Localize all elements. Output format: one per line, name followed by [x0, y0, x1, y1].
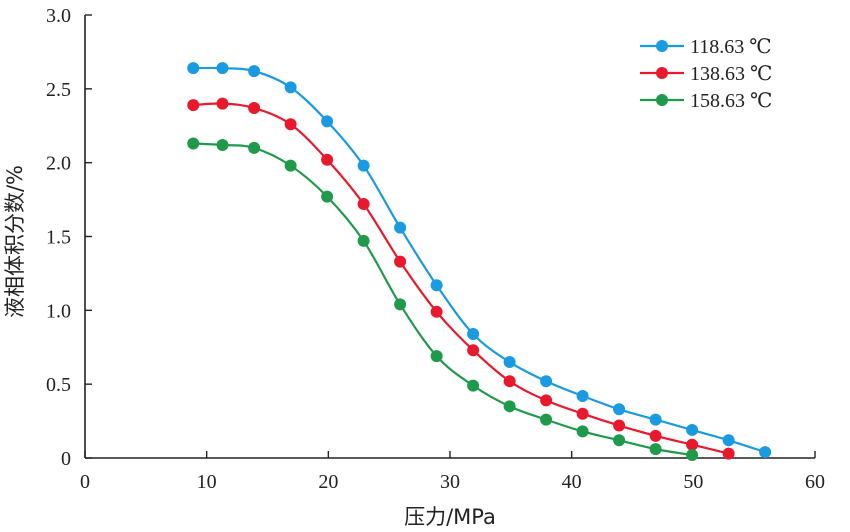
series-2-point	[187, 99, 200, 112]
series-3-point	[467, 379, 480, 392]
series-2	[187, 97, 735, 460]
series-3-point	[540, 413, 553, 426]
series-1-point	[357, 159, 370, 172]
series-2-point	[357, 198, 370, 211]
series-1	[187, 62, 772, 459]
series-1-point	[321, 115, 334, 128]
legend-label-1: 118.63 ℃	[690, 36, 772, 58]
series-1-point	[430, 279, 443, 292]
series-2-point	[576, 407, 589, 420]
legend-marker-2	[656, 67, 668, 79]
series-2-point	[284, 118, 297, 131]
series-1-point	[467, 327, 480, 340]
series-3-point	[430, 350, 443, 363]
series-1-point	[187, 62, 200, 75]
series-3-point	[613, 434, 626, 447]
x-tick-label: 0	[80, 471, 90, 493]
y-tick-label: 2.0	[46, 153, 71, 175]
series-1-point	[503, 356, 516, 369]
series-3-point	[248, 141, 261, 154]
series-2-point	[722, 447, 735, 460]
series-2-line	[193, 102, 729, 455]
series-1-point	[759, 446, 772, 459]
x-tick-label: 30	[440, 471, 460, 493]
series-2-point	[686, 438, 699, 451]
series-2-point	[613, 419, 626, 432]
series-3-point	[216, 138, 229, 151]
series-2-point	[394, 255, 407, 268]
x-tick-label: 20	[318, 471, 338, 493]
series-3-point	[284, 159, 297, 172]
legend-marker-3	[656, 94, 668, 106]
y-ticks: 0 0.5 1.0 1.5 2.0 2.5 3.0	[46, 5, 92, 470]
series-2-point	[321, 153, 334, 166]
series-1-point	[649, 413, 662, 426]
x-tick-label: 10	[197, 471, 217, 493]
x-axis-title: 压力/MPa	[404, 505, 496, 529]
y-tick-label: 2.5	[46, 79, 71, 101]
series-2-point	[430, 305, 443, 318]
series-1-point	[216, 62, 229, 75]
series-2-point	[248, 102, 261, 115]
legend: 118.63 ℃ 138.63 ℃ 158.63 ℃	[640, 36, 772, 112]
legend-label-3: 158.63 ℃	[690, 90, 772, 112]
x-ticks: 0 10 20 30 40 50 60	[80, 451, 825, 493]
series-2-point	[649, 429, 662, 442]
series-3-point	[394, 298, 407, 311]
y-tick-label: 0	[61, 448, 71, 470]
series-3-point	[321, 190, 334, 203]
series-layer	[187, 62, 772, 462]
y-axis-title: 液相体积分数/%	[3, 165, 27, 318]
series-3-point	[503, 400, 516, 413]
series-1-point	[613, 403, 626, 416]
series-2-point	[467, 344, 480, 357]
series-1-point	[722, 434, 735, 447]
y-tick-label: 0.5	[46, 374, 71, 396]
x-tick-label: 60	[805, 471, 825, 493]
series-3-point	[357, 234, 370, 247]
series-1-point	[540, 375, 553, 388]
y-tick-label: 3.0	[46, 5, 71, 27]
series-3-point	[187, 137, 200, 150]
y-tick-label: 1.5	[46, 227, 71, 249]
series-1-point	[394, 221, 407, 234]
x-tick-label: 40	[562, 471, 582, 493]
series-2-point	[216, 97, 229, 110]
series-2-point	[503, 375, 516, 388]
series-3	[187, 137, 699, 462]
legend-marker-1	[656, 40, 668, 52]
series-1-point	[686, 423, 699, 436]
series-1-point	[248, 65, 261, 78]
series-3-point	[576, 425, 589, 438]
series-1-point	[576, 389, 589, 402]
y-tick-label: 1.0	[46, 300, 71, 322]
series-3-point	[686, 449, 699, 462]
series-1-point	[284, 81, 297, 94]
series-3-point	[649, 443, 662, 456]
x-tick-label: 50	[683, 471, 703, 493]
series-2-point	[540, 394, 553, 407]
series-1-line	[193, 66, 766, 454]
legend-label-2: 138.63 ℃	[690, 63, 772, 85]
